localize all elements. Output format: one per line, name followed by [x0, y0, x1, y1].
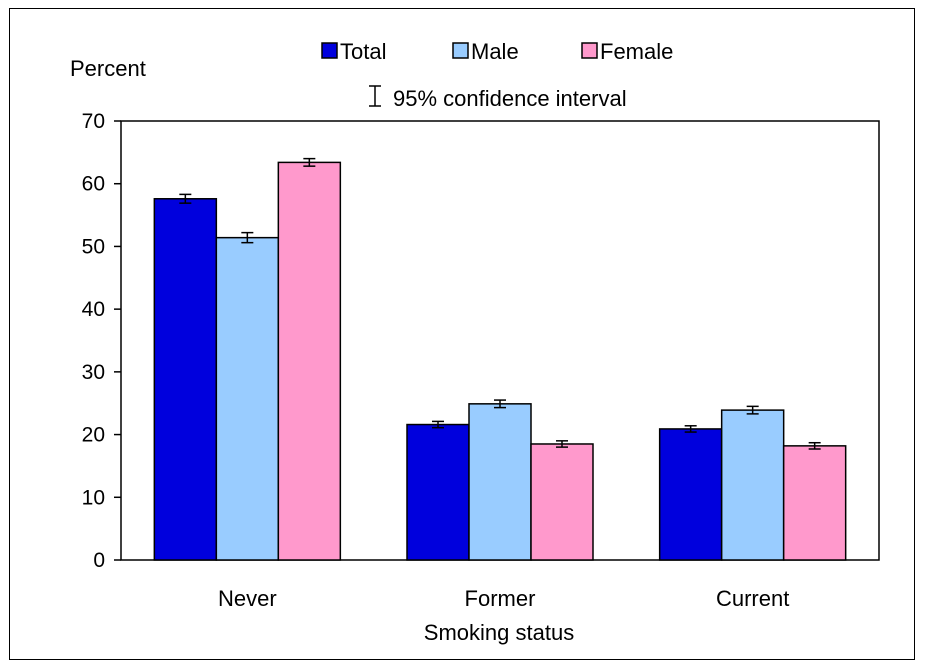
bar-total-former — [406, 423, 470, 561]
ci-legend-icon — [369, 85, 381, 107]
bar-female-former — [530, 443, 594, 561]
bar-female-current — [782, 445, 847, 561]
y-tick-label: 40 — [82, 298, 105, 321]
bar-total-never — [153, 198, 218, 561]
bar-male-never — [215, 236, 280, 561]
x-axis-label: Smoking status — [424, 620, 574, 645]
x-tick-label: Current — [716, 586, 789, 611]
y-axis-label: Percent — [70, 56, 146, 81]
legend-label-male: Male — [471, 39, 519, 64]
ci-legend-label: 95% confidence interval — [393, 86, 627, 111]
y-tick-label: 20 — [82, 424, 105, 447]
y-tick-label: 60 — [82, 173, 105, 196]
y-tick-label: 70 — [82, 110, 105, 133]
legend-swatch-male — [452, 42, 469, 59]
legend-label-total: Total — [340, 39, 386, 64]
legend-label-female: Female — [600, 39, 673, 64]
legend: Total Male Female — [321, 39, 673, 64]
chart-frame — [9, 8, 915, 660]
x-tick-label: Never — [218, 586, 277, 611]
y-tick-label: 10 — [82, 486, 105, 509]
y-tick-label: 30 — [82, 361, 105, 384]
plot-area: 0 10 20 30 40 50 60 70 Never Former Current — [82, 110, 880, 611]
y-tick-label: 0 — [93, 549, 105, 572]
bar-total-current — [658, 428, 723, 561]
bar-male-former — [468, 403, 532, 561]
bar-female-never — [277, 161, 342, 561]
y-tick-label: 50 — [82, 235, 105, 258]
x-tick-label: Former — [465, 586, 536, 611]
legend-swatch-total — [321, 42, 338, 59]
bar-male-current — [720, 409, 785, 561]
legend-swatch-female — [581, 42, 598, 59]
